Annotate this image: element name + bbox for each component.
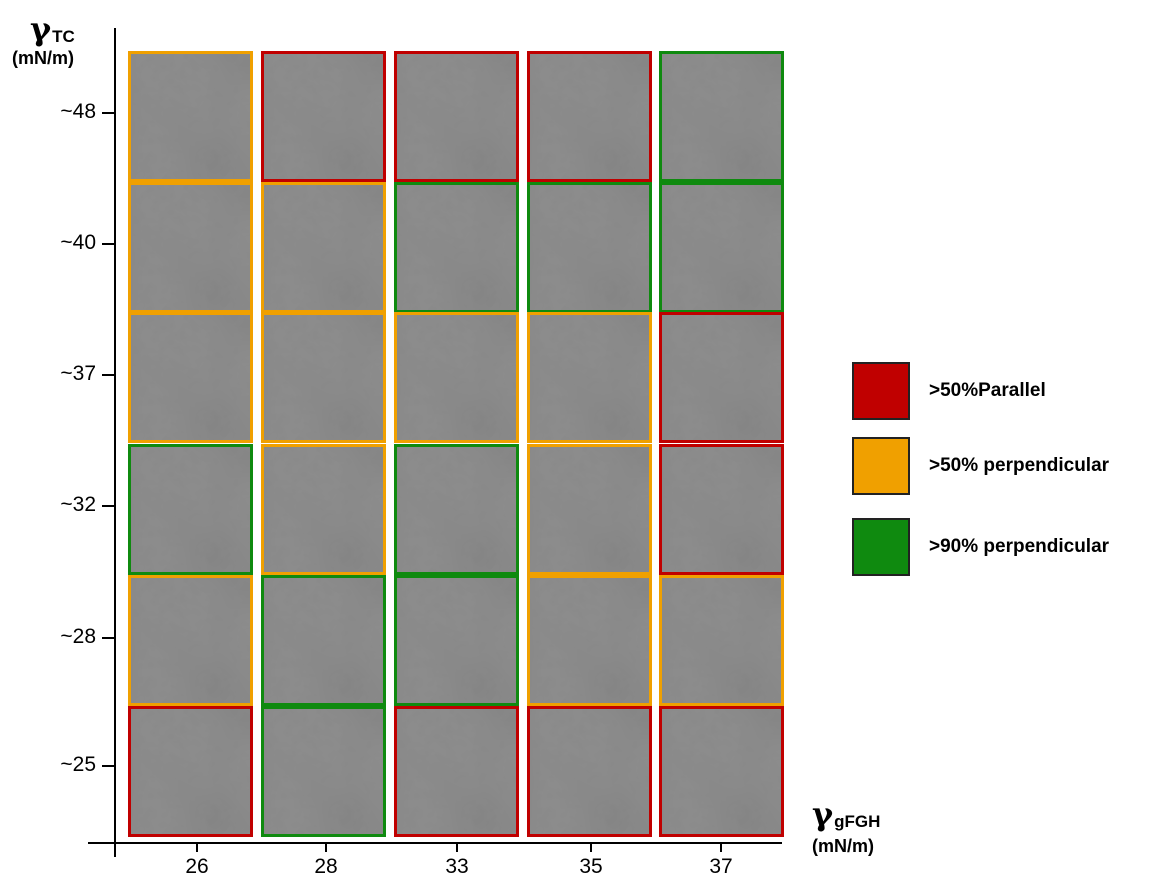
- y-axis-line: [114, 28, 116, 857]
- x-tick-mark: [590, 844, 592, 852]
- legend-label-perp50: >50% perpendicular: [929, 455, 1110, 476]
- micrograph-tile: [394, 182, 519, 313]
- x-axis-subscript: gFGH: [834, 812, 881, 831]
- micrograph-texture: [131, 54, 250, 179]
- x-axis-symbol: γgFGH: [812, 795, 881, 833]
- x-tick-mark: [720, 844, 722, 852]
- micrograph-texture: [397, 447, 516, 572]
- y-tick-label: ~28: [60, 625, 96, 648]
- micrograph-tile: [527, 444, 652, 575]
- x-tick-label: 33: [445, 855, 469, 878]
- legend-label-perp90: >90% perpendicular: [929, 536, 1110, 557]
- legend-label-parallel: >50%Parallel: [929, 380, 1046, 401]
- micrograph-tile: [527, 182, 652, 313]
- micrograph-texture: [131, 578, 250, 703]
- x-tick-label: 37: [709, 855, 733, 878]
- micrograph-texture: [131, 447, 250, 572]
- legend-swatch-perp90: [852, 518, 910, 576]
- micrograph-texture: [530, 578, 649, 703]
- micrograph-texture: [530, 54, 649, 179]
- micrograph-texture: [264, 315, 383, 440]
- x-axis-line: [88, 842, 782, 844]
- micrograph-tile: [659, 312, 784, 443]
- micrograph-tile: [659, 182, 784, 313]
- micrograph-tile: [261, 444, 386, 575]
- micrograph-texture: [662, 54, 781, 179]
- x-tick-mark: [196, 844, 198, 852]
- micrograph-tile: [527, 312, 652, 443]
- y-tick-mark: [102, 505, 114, 507]
- micrograph-texture: [264, 578, 383, 703]
- micrograph-texture: [662, 709, 781, 834]
- micrograph-texture: [397, 709, 516, 834]
- micrograph-texture: [131, 709, 250, 834]
- y-tick-mark: [102, 637, 114, 639]
- y-tick-label: ~25: [60, 753, 96, 776]
- micrograph-texture: [530, 447, 649, 572]
- micrograph-tile: [659, 51, 784, 182]
- micrograph-tile: [394, 444, 519, 575]
- y-tick-label: ~32: [60, 493, 96, 516]
- micrograph-texture: [530, 709, 649, 834]
- micrograph-tile: [394, 575, 519, 706]
- micrograph-texture: [264, 185, 383, 310]
- x-tick-mark: [456, 844, 458, 852]
- y-tick-mark: [102, 374, 114, 376]
- micrograph-tile: [128, 312, 253, 443]
- micrograph-texture: [662, 315, 781, 440]
- micrograph-tile: [261, 575, 386, 706]
- micrograph-tile: [128, 706, 253, 837]
- x-tick-label: 28: [314, 855, 338, 878]
- y-tick-mark: [102, 112, 114, 114]
- micrograph-tile: [527, 575, 652, 706]
- micrograph-tile: [659, 444, 784, 575]
- micrograph-texture: [662, 578, 781, 703]
- y-tick-mark: [102, 243, 114, 245]
- micrograph-texture: [264, 709, 383, 834]
- x-axis-unit: (mN/m): [812, 836, 874, 856]
- legend-swatch-perp50: [852, 437, 910, 495]
- micrograph-tile: [394, 51, 519, 182]
- micrograph-texture: [131, 185, 250, 310]
- micrograph-texture: [397, 315, 516, 440]
- y-tick-label: ~37: [60, 362, 96, 385]
- x-tick-label: 35: [579, 855, 603, 878]
- micrograph-texture: [397, 185, 516, 310]
- micrograph-tile: [394, 706, 519, 837]
- micrograph-tile: [527, 51, 652, 182]
- y-tick-label: ~48: [60, 100, 96, 123]
- micrograph-tile: [128, 444, 253, 575]
- micrograph-texture: [131, 315, 250, 440]
- micrograph-tile: [394, 312, 519, 443]
- micrograph-tile: [261, 51, 386, 182]
- micrograph-texture: [530, 315, 649, 440]
- y-axis-unit: (mN/m): [12, 48, 74, 68]
- micrograph-tile: [659, 706, 784, 837]
- micrograph-tile: [128, 575, 253, 706]
- y-axis-subscript: TC: [52, 27, 75, 46]
- micrograph-texture: [530, 185, 649, 310]
- y-tick-mark: [102, 765, 114, 767]
- x-tick-mark: [325, 844, 327, 852]
- micrograph-tile: [659, 575, 784, 706]
- y-axis-symbol: γTC: [30, 10, 75, 48]
- micrograph-tile: [527, 706, 652, 837]
- micrograph-tile: [261, 312, 386, 443]
- micrograph-texture: [264, 447, 383, 572]
- micrograph-tile: [128, 51, 253, 182]
- micrograph-tile: [261, 706, 386, 837]
- micrograph-texture: [662, 185, 781, 310]
- micrograph-texture: [264, 54, 383, 179]
- legend-swatch-parallel: [852, 362, 910, 420]
- micrograph-texture: [397, 578, 516, 703]
- y-tick-label: ~40: [60, 231, 96, 254]
- micrograph-texture: [662, 447, 781, 572]
- micrograph-texture: [397, 54, 516, 179]
- micrograph-tile: [128, 182, 253, 313]
- micrograph-tile: [261, 182, 386, 313]
- x-tick-label: 26: [185, 855, 209, 878]
